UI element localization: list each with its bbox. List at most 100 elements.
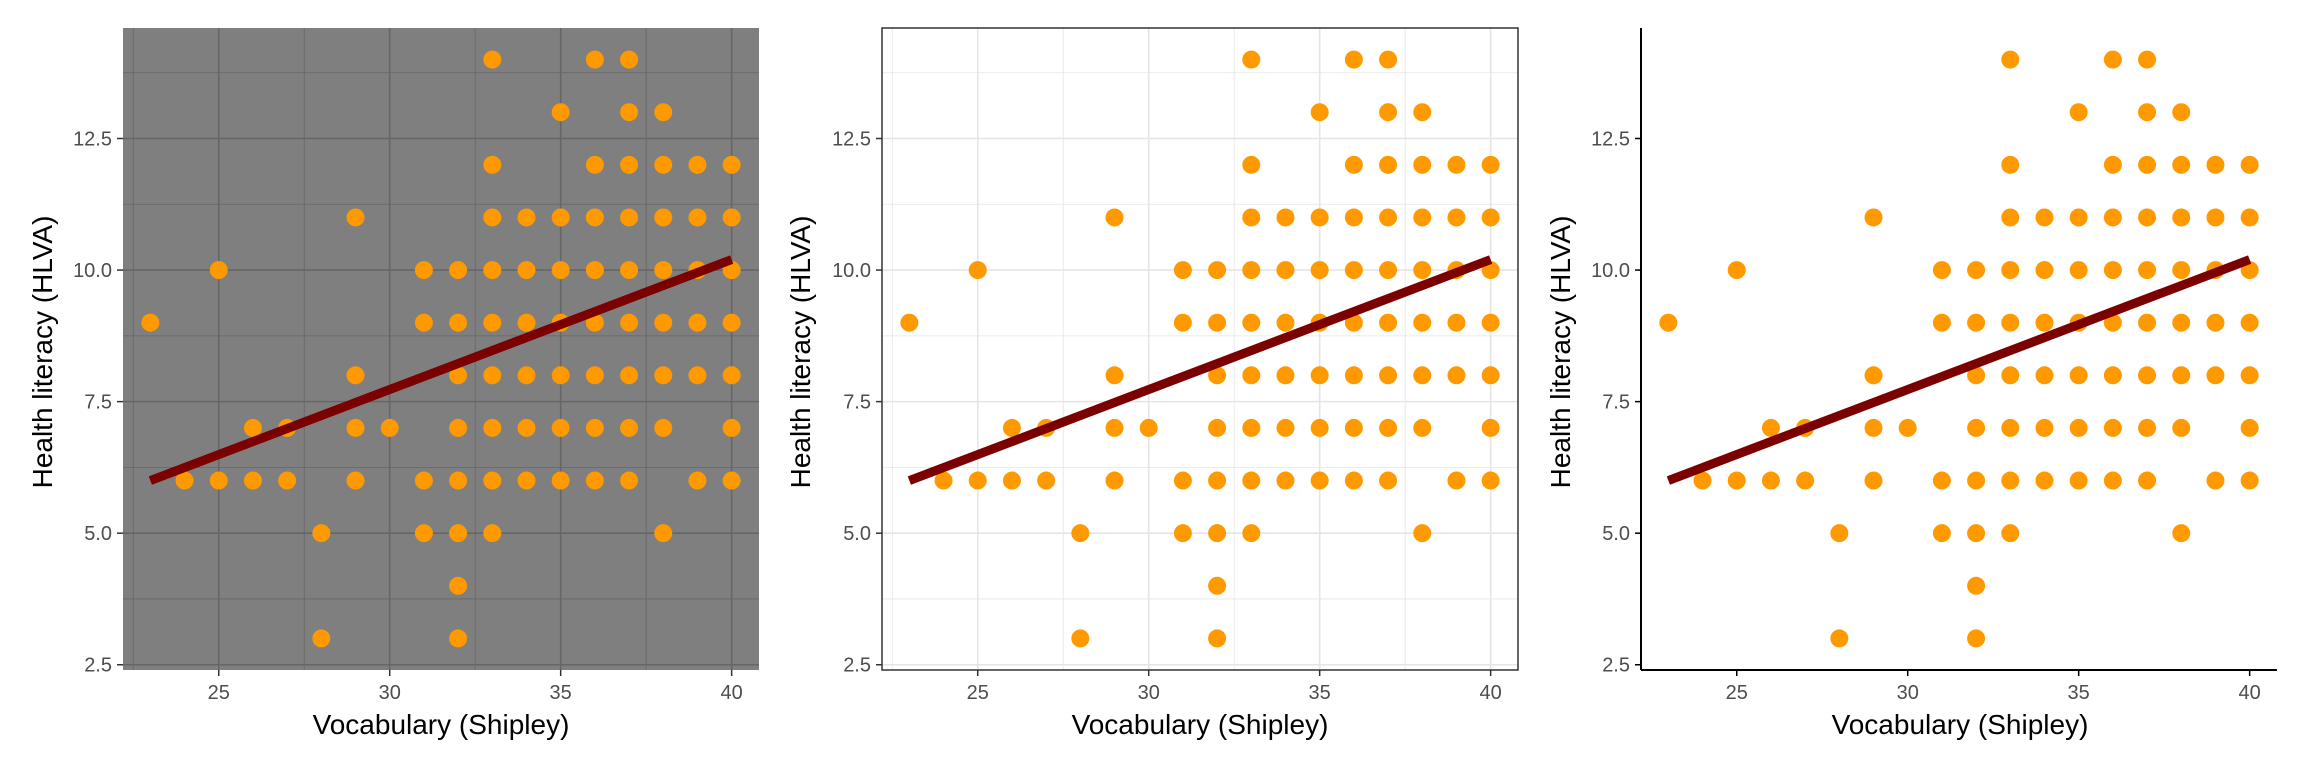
data-point bbox=[585, 313, 604, 332]
data-point bbox=[551, 366, 570, 385]
data-point bbox=[1413, 418, 1432, 437]
y-axis-title: Health literacy (HLVA) bbox=[1545, 216, 1576, 489]
data-point bbox=[346, 418, 365, 437]
data-point bbox=[1932, 313, 1951, 332]
data-point bbox=[1242, 418, 1261, 437]
data-point bbox=[2035, 366, 2054, 385]
data-point bbox=[1967, 418, 1986, 437]
y-tick-label: 7.5 bbox=[843, 392, 871, 414]
data-point bbox=[2172, 261, 2191, 280]
x-tick-label: 35 bbox=[2068, 682, 2090, 704]
data-point bbox=[2103, 261, 2122, 280]
x-axis-title: Vocabulary (Shipley) bbox=[1072, 709, 1329, 740]
data-point bbox=[1447, 471, 1466, 490]
data-point bbox=[2138, 471, 2157, 490]
data-point bbox=[585, 366, 604, 385]
data-point bbox=[2069, 366, 2088, 385]
data-point bbox=[1276, 208, 1295, 227]
data-point bbox=[1413, 366, 1432, 385]
chart-panel-classic: 25 30 35 40 2.5 5.0 7.5 10.0 12.5 Vocabulary (Sh… bbox=[1545, 28, 2277, 740]
data-point bbox=[551, 471, 570, 490]
data-point bbox=[1830, 524, 1849, 543]
data-point bbox=[1761, 471, 1780, 490]
y-tick-label: 2.5 bbox=[84, 655, 112, 677]
data-point bbox=[1864, 471, 1883, 490]
data-point bbox=[2138, 103, 2157, 122]
data-point bbox=[1344, 471, 1363, 490]
data-point bbox=[517, 366, 536, 385]
data-point bbox=[1344, 366, 1363, 385]
data-point bbox=[1071, 524, 1090, 543]
data-point bbox=[2069, 418, 2088, 437]
data-point bbox=[1932, 261, 1951, 280]
y-tick-label: 5.0 bbox=[1602, 523, 1630, 545]
data-point bbox=[2069, 103, 2088, 122]
data-point bbox=[517, 471, 536, 490]
data-point bbox=[1242, 524, 1261, 543]
plot-layer: 25 30 35 40 2.5 5.0 7.5 10.0 12.5 bbox=[1591, 28, 2277, 704]
data-point bbox=[2001, 313, 2020, 332]
y-tick-label: 2.5 bbox=[843, 655, 871, 677]
data-point bbox=[688, 313, 707, 332]
data-point bbox=[278, 471, 297, 490]
data-point bbox=[2138, 50, 2157, 69]
data-point bbox=[483, 155, 502, 174]
data-point bbox=[688, 366, 707, 385]
data-point bbox=[1379, 50, 1398, 69]
y-tick-label: 10.0 bbox=[1591, 260, 1630, 282]
x-tick-label: 25 bbox=[967, 682, 989, 704]
data-point bbox=[1727, 471, 1746, 490]
data-point bbox=[1344, 261, 1363, 280]
data-point bbox=[483, 261, 502, 280]
data-point bbox=[2172, 208, 2191, 227]
data-point bbox=[414, 524, 433, 543]
data-point bbox=[2172, 313, 2191, 332]
data-point bbox=[1727, 261, 1746, 280]
grid bbox=[882, 28, 1518, 670]
data-point bbox=[2001, 524, 2020, 543]
trend-line bbox=[907, 255, 1493, 485]
data-point bbox=[449, 629, 468, 648]
data-point bbox=[1310, 261, 1329, 280]
data-point bbox=[654, 103, 673, 122]
data-point bbox=[654, 313, 673, 332]
trend-line bbox=[1666, 255, 2252, 485]
data-point bbox=[2103, 366, 2122, 385]
data-point bbox=[620, 418, 639, 437]
data-point bbox=[1105, 208, 1124, 227]
data-point bbox=[2206, 208, 2225, 227]
data-point bbox=[620, 155, 639, 174]
data-point bbox=[654, 418, 673, 437]
data-point bbox=[1796, 471, 1815, 490]
data-point bbox=[2035, 208, 2054, 227]
data-point bbox=[1071, 629, 1090, 648]
data-point bbox=[968, 261, 987, 280]
data-point bbox=[1413, 261, 1432, 280]
data-point bbox=[1447, 155, 1466, 174]
data-point bbox=[2001, 208, 2020, 227]
data-point bbox=[722, 313, 741, 332]
data-point bbox=[1242, 261, 1261, 280]
data-point bbox=[654, 155, 673, 174]
data-point bbox=[1344, 313, 1363, 332]
data-point bbox=[585, 418, 604, 437]
data-point bbox=[585, 50, 604, 69]
data-point bbox=[585, 208, 604, 227]
data-point bbox=[551, 261, 570, 280]
data-point bbox=[175, 471, 194, 490]
data-point bbox=[1481, 366, 1500, 385]
data-point bbox=[1379, 155, 1398, 174]
data-point bbox=[1864, 418, 1883, 437]
data-point bbox=[2001, 471, 2020, 490]
data-point bbox=[1379, 366, 1398, 385]
y-tick-label: 12.5 bbox=[832, 129, 871, 151]
data-point bbox=[2240, 418, 2259, 437]
data-point bbox=[2069, 471, 2088, 490]
data-point bbox=[1310, 471, 1329, 490]
data-points bbox=[1659, 50, 2259, 648]
data-points bbox=[141, 50, 741, 648]
data-point bbox=[722, 208, 741, 227]
data-point bbox=[243, 418, 262, 437]
data-point bbox=[1242, 208, 1261, 227]
x-tick-label: 40 bbox=[1480, 682, 1502, 704]
